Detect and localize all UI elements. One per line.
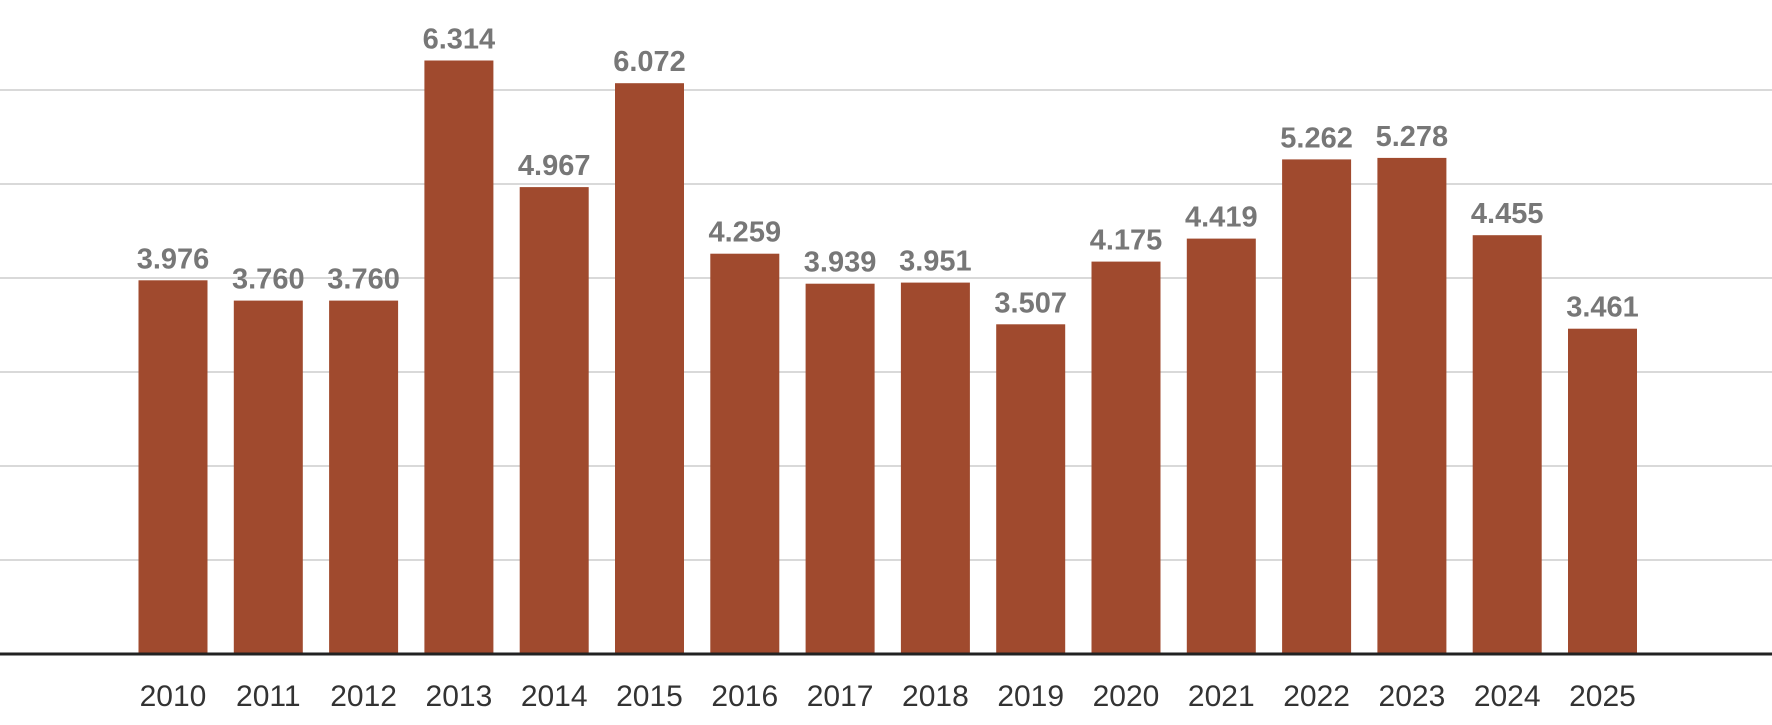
bar-2021 [1186,238,1256,654]
bar-2023 [1377,157,1447,654]
value-label-2011: 3.760 [232,264,305,296]
x-tick-label-2017: 2017 [807,680,874,713]
value-label-2025: 3.461 [1566,292,1639,324]
x-tick-label-2013: 2013 [426,680,493,713]
bar-2018 [900,282,970,654]
bar-2022 [1282,159,1352,654]
x-tick-label-2016: 2016 [711,680,778,713]
x-tick-label-2021: 2021 [1188,680,1255,713]
value-label-2020: 4.175 [1090,225,1163,257]
x-tick-label-2010: 2010 [140,680,207,713]
bar-2015 [615,83,684,654]
value-label-2014: 4.967 [518,150,591,182]
value-labels: 3.976 3.760 3.760 6.314 4.967 6.072 4.259 3.939… [137,24,1639,324]
x-tick-label-2020: 2020 [1093,680,1160,713]
x-tick-label-2014: 2014 [521,680,588,713]
bar-2019 [996,324,1066,654]
bar-2017 [805,283,875,654]
x-axis-tick-labels: 2010 2011 2012 2013 2014 2015 2016 2017 2018 2019… [140,680,1636,713]
x-tick-label-2023: 2023 [1379,680,1446,713]
value-label-2012: 3.760 [327,264,400,296]
bar-2024 [1472,235,1542,654]
bar-2020 [1091,261,1161,654]
x-tick-label-2011: 2011 [236,680,301,713]
bar-2011 [233,300,303,654]
bar-2013 [424,60,494,654]
bar-2010 [138,280,208,654]
value-label-2024: 4.455 [1471,198,1544,230]
value-label-2023: 5.278 [1376,121,1449,153]
x-tick-label-2025: 2025 [1569,680,1636,713]
bar-2025 [1568,328,1637,654]
value-label-2017: 3.939 [804,247,877,279]
bar-2016 [710,253,780,654]
value-label-2016: 4.259 [709,217,782,249]
x-tick-label-2012: 2012 [330,680,397,713]
x-tick-label-2024: 2024 [1474,680,1541,713]
x-tick-label-2015: 2015 [616,680,683,713]
value-label-2013: 6.314 [423,24,496,56]
bar-2012 [329,300,399,654]
bars [138,60,1637,654]
bar-2014 [519,187,589,654]
value-label-2018: 3.951 [899,246,972,278]
value-label-2015: 6.072 [613,46,686,78]
value-label-2021: 4.419 [1185,202,1258,234]
value-label-2022: 5.262 [1280,122,1353,154]
x-tick-label-2022: 2022 [1283,680,1350,713]
x-tick-label-2018: 2018 [902,680,969,713]
value-label-2010: 3.976 [137,243,210,275]
value-label-2019: 3.507 [994,287,1067,319]
x-tick-label-2019: 2019 [997,680,1064,713]
